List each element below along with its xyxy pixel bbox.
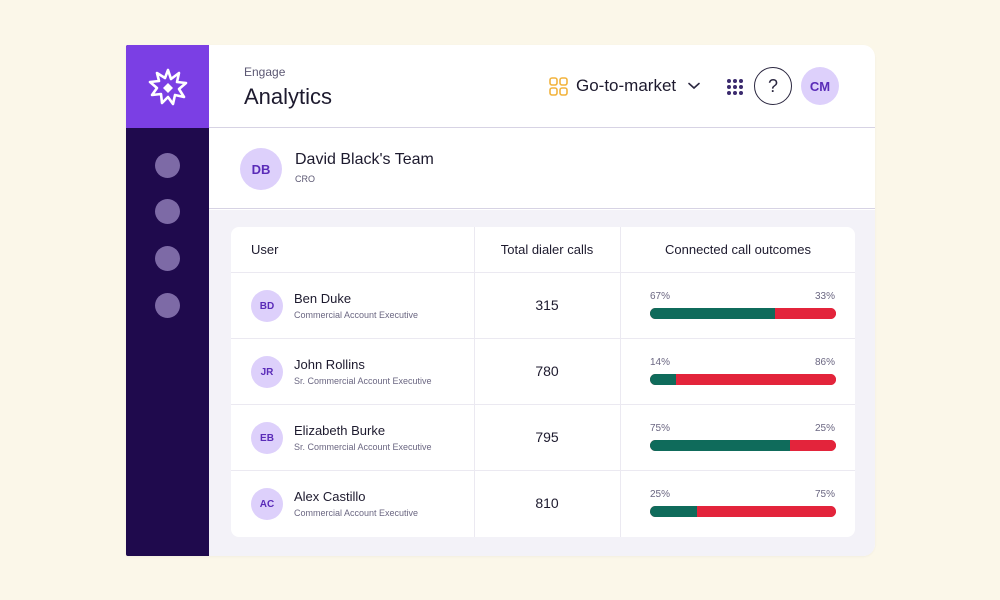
sidebar-nav-item[interactable] bbox=[155, 246, 180, 271]
column-header-user[interactable]: User bbox=[251, 242, 279, 257]
sidebar-nav-item[interactable] bbox=[155, 199, 180, 224]
row-avatar: JR bbox=[251, 356, 283, 388]
row-total-calls: 810 bbox=[535, 495, 559, 511]
starburst-logo-icon bbox=[148, 68, 187, 105]
user-table: User Total dialer calls Connected call o… bbox=[231, 227, 855, 537]
page-title: Analytics bbox=[244, 84, 333, 109]
outcome-bar bbox=[650, 374, 836, 385]
column-header-outcomes[interactable]: Connected call outcomes bbox=[665, 242, 811, 257]
table-row[interactable]: JR John Rollins Sr. Commercial Account E… bbox=[231, 339, 855, 405]
row-avatar: AC bbox=[251, 488, 283, 520]
row-total-calls: 315 bbox=[535, 297, 559, 313]
other-percent: 25% bbox=[814, 423, 835, 434]
table-header: User Total dialer calls Connected call o… bbox=[231, 227, 855, 273]
row-avatar: BD bbox=[251, 290, 283, 322]
sidebar-nav-item[interactable] bbox=[155, 153, 180, 178]
outcome-bar-connected bbox=[650, 374, 677, 385]
app-grid-icon[interactable] bbox=[726, 78, 744, 96]
outcome-bar bbox=[650, 506, 836, 517]
outcome-bar-other bbox=[676, 374, 836, 385]
row-avatar: EB bbox=[251, 422, 283, 454]
column-divider bbox=[620, 227, 621, 537]
grid-squares-icon bbox=[549, 76, 568, 96]
row-user-name[interactable]: John Rollins bbox=[294, 357, 365, 372]
workspace-label: Go-to-market bbox=[576, 76, 677, 95]
chevron-down-icon bbox=[688, 82, 700, 90]
other-percent: 75% bbox=[814, 489, 835, 500]
main-content: User Total dialer calls Connected call o… bbox=[209, 210, 875, 556]
sidebar bbox=[126, 45, 209, 556]
section-eyebrow: Engage bbox=[244, 65, 286, 79]
other-percent: 86% bbox=[814, 357, 835, 368]
team-avatar: DB bbox=[240, 148, 282, 190]
outcome-bar-other bbox=[789, 440, 836, 451]
help-icon: ? bbox=[767, 75, 778, 96]
logo-tile[interactable] bbox=[126, 45, 209, 128]
help-button[interactable]: ? bbox=[754, 67, 792, 105]
other-percent: 33% bbox=[814, 291, 835, 302]
outcome-bar bbox=[650, 440, 836, 451]
row-total-calls: 780 bbox=[535, 363, 559, 379]
row-user-role: Sr. Commercial Account Executive bbox=[294, 376, 432, 386]
user-avatar[interactable]: CM bbox=[801, 67, 839, 105]
connected-percent: 14% bbox=[650, 357, 671, 368]
team-role: CRO bbox=[295, 174, 315, 184]
row-user-role: Commercial Account Executive bbox=[294, 508, 419, 518]
row-user-role: Commercial Account Executive bbox=[294, 310, 419, 320]
outcome-bar-connected bbox=[650, 308, 775, 319]
page-header: Engage Analytics Go-to-market ? CM bbox=[209, 45, 875, 128]
row-user-name[interactable]: Alex Castillo bbox=[294, 489, 366, 504]
connected-percent: 75% bbox=[650, 423, 671, 434]
connected-percent: 67% bbox=[650, 291, 671, 302]
row-user-name[interactable]: Ben Duke bbox=[294, 291, 352, 306]
column-header-calls[interactable]: Total dialer calls bbox=[500, 242, 594, 257]
row-total-calls: 795 bbox=[535, 429, 559, 445]
row-user-name[interactable]: Elizabeth Burke bbox=[294, 423, 386, 438]
outcome-bar-other bbox=[696, 506, 836, 517]
row-user-role: Sr. Commercial Account Executive bbox=[294, 442, 432, 452]
table-row[interactable]: BD Ben Duke Commercial Account Executive… bbox=[231, 273, 855, 339]
workspace-selector[interactable]: Go-to-market bbox=[549, 73, 700, 99]
outcome-bar bbox=[650, 308, 836, 319]
app-window: Engage Analytics Go-to-market ? CM DB bbox=[126, 45, 875, 556]
team-summary: DB David Black's Team CRO bbox=[209, 128, 875, 209]
sidebar-nav-item[interactable] bbox=[155, 293, 180, 318]
outcome-bar-connected bbox=[650, 440, 790, 451]
column-divider bbox=[474, 227, 475, 537]
outcome-bar-connected bbox=[650, 506, 697, 517]
outcome-bar-other bbox=[774, 308, 836, 319]
connected-percent: 25% bbox=[650, 489, 671, 500]
team-name: David Black's Team bbox=[295, 151, 434, 168]
table-row[interactable]: AC Alex Castillo Commercial Account Exec… bbox=[231, 471, 855, 537]
table-row[interactable]: EB Elizabeth Burke Sr. Commercial Accoun… bbox=[231, 405, 855, 471]
